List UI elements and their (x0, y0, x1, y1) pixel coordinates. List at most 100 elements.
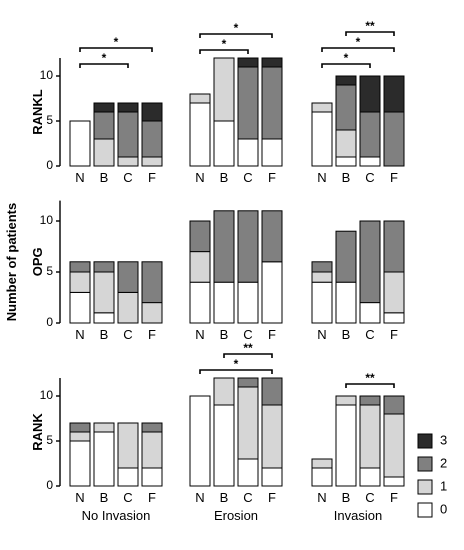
bar-segment-2 (69, 422, 91, 433)
bar-segment-0 (359, 156, 381, 167)
bar-segment-2 (237, 66, 259, 140)
bar-segment-1 (359, 404, 381, 469)
bar-segment-0 (237, 458, 259, 487)
y-tick-label: 10 (40, 213, 54, 227)
bar-segment-0 (69, 120, 91, 167)
x-tick-label: F (268, 490, 276, 505)
x-tick-label: C (365, 490, 374, 505)
bar-segment-0 (359, 302, 381, 324)
bar-segment-2 (141, 261, 163, 304)
bar-segment-2 (359, 220, 381, 304)
bar-segment-2 (359, 395, 381, 406)
legend-swatch (417, 479, 433, 495)
bar-segment-3 (335, 75, 357, 86)
x-tick-label: B (100, 170, 109, 185)
y-tick-label: 0 (46, 478, 53, 492)
bar-segment-0 (261, 261, 283, 324)
bar-segment-0 (383, 476, 405, 487)
bar-segment-2 (261, 66, 283, 140)
bar-segment-1 (261, 404, 283, 469)
significance-label: ** (365, 371, 375, 385)
bar-segment-2 (261, 210, 283, 263)
bar-segment-3 (117, 102, 139, 113)
bar-segment-1 (383, 413, 405, 478)
x-tick-label: F (390, 490, 398, 505)
bar-segment-1 (69, 271, 91, 293)
x-tick-label: B (342, 490, 351, 505)
bar-segment-0 (213, 404, 235, 487)
bar-segment-0 (261, 138, 283, 167)
significance-label: * (356, 35, 361, 49)
legend: 3 2 1 0 (417, 432, 447, 518)
bar-segment-2 (213, 210, 235, 283)
common-y-axis-label: Number of patients (4, 203, 19, 321)
bar-segment-1 (93, 422, 115, 433)
bar-segment-0 (383, 312, 405, 324)
bar-segment-0 (311, 467, 333, 487)
bar-segment-2 (311, 261, 333, 273)
x-tick-label: B (100, 490, 109, 505)
bar-segment-1 (311, 102, 333, 113)
x-tick-label: C (123, 490, 132, 505)
y-axis-label: RANKL (30, 89, 45, 135)
bar-segment-1 (141, 156, 163, 167)
group-label: No Invasion (82, 508, 151, 523)
bar-segment-2 (383, 220, 405, 273)
x-tick-label: F (390, 327, 398, 342)
x-tick-label: N (75, 490, 84, 505)
legend-swatch (417, 456, 433, 472)
bar-segment-2 (141, 120, 163, 158)
bar-segment-0 (189, 395, 211, 487)
significance-label: ** (243, 341, 253, 355)
x-tick-label: F (148, 327, 156, 342)
significance-bracket (199, 49, 249, 54)
significance-bracket (345, 383, 395, 388)
bar-segment-0 (141, 467, 163, 487)
bar-segment-1 (117, 156, 139, 167)
bar-segment-0 (213, 281, 235, 324)
group-labels: No Invasion Erosion Invasion (82, 508, 383, 523)
bar-segment-2 (335, 84, 357, 131)
significance-label: * (114, 35, 119, 49)
x-tick-label: C (123, 327, 132, 342)
x-tick-label: C (365, 327, 374, 342)
y-axis-label: OPG (30, 247, 45, 276)
bar-segment-1 (141, 431, 163, 469)
bar-segment-0 (189, 281, 211, 324)
x-tick-label: C (365, 170, 374, 185)
x-tick-label: N (195, 170, 204, 185)
x-tick-label: F (268, 327, 276, 342)
bar-segment-0 (237, 281, 259, 324)
significance-bracket (79, 63, 129, 68)
bar-segment-0 (261, 467, 283, 487)
bar-segment-3 (93, 102, 115, 113)
bar-segment-2 (93, 111, 115, 140)
bar-segment-1 (117, 422, 139, 469)
x-tick-label: F (148, 170, 156, 185)
bar-segment-0 (93, 312, 115, 324)
bar-segment-2 (383, 111, 405, 167)
y-axis-label: RANK (30, 413, 45, 451)
significance-label: * (234, 21, 239, 35)
y-tick-label: 10 (40, 388, 54, 402)
bar-segment-2 (261, 377, 283, 406)
bar-segment-3 (237, 57, 259, 68)
x-tick-label: N (195, 327, 204, 342)
bar-segment-0 (311, 281, 333, 324)
bar-segment-2 (189, 220, 211, 253)
bar-segment-1 (141, 302, 163, 324)
x-tick-label: C (243, 327, 252, 342)
bar-segment-0 (237, 138, 259, 167)
bar-segment-3 (383, 75, 405, 113)
group-label: Invasion (334, 508, 382, 523)
significance-bracket (199, 369, 273, 374)
legend-label: 0 (440, 501, 447, 516)
x-tick-label: N (317, 327, 326, 342)
bar-segment-0 (93, 431, 115, 487)
bar-segment-2 (383, 395, 405, 415)
y-tick-label: 0 (46, 158, 53, 172)
bar-segment-2 (237, 377, 259, 388)
